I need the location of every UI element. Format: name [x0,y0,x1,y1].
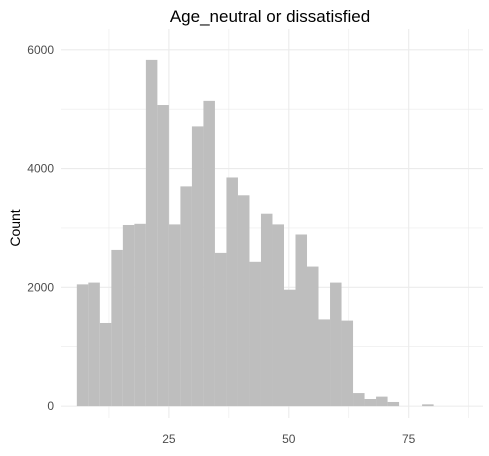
histogram-bar [168,224,181,407]
histogram-bar [260,213,273,407]
histogram-bar [76,284,89,407]
histogram-bar [422,404,434,407]
histogram-bar [283,289,296,407]
histogram-bar [364,398,377,407]
histogram-bars [76,59,434,407]
y-axis-label: Count [7,209,23,246]
histogram-bar [111,249,123,407]
x-tick-label: 25 [162,432,176,446]
histogram-bar [272,224,284,407]
histogram-bar [203,100,215,407]
x-tick-label: 75 [402,432,416,446]
histogram-bar [134,223,146,407]
y-tick-label: 4000 [27,162,54,176]
histogram-bar [88,282,100,407]
y-tick-label: 2000 [27,280,54,294]
x-axis-tick-labels: 25 50 75 [162,432,415,446]
histogram-bar [353,393,365,407]
histogram-bar [122,224,135,407]
histogram-bar [341,320,354,407]
histogram-bar [376,396,388,407]
histogram-bar [330,282,342,407]
histogram-bar [191,126,204,407]
y-axis-tick-labels: 0 2000 4000 6000 [27,43,54,413]
histogram-bar [145,59,158,407]
histogram-bar [226,177,238,407]
histogram-bar [318,319,331,407]
histogram-bar [214,252,227,407]
histogram-bar [249,261,261,407]
x-tick-label: 50 [282,432,296,446]
y-tick-label: 6000 [27,43,54,57]
histogram-bar [180,186,192,407]
histogram-bar [99,322,112,407]
histogram-bar [387,401,400,407]
histogram-bar [295,234,308,407]
histogram-bar [157,105,169,407]
y-tick-label: 0 [47,399,54,413]
histogram-bar [237,195,250,407]
histogram-bar [307,266,319,407]
chart-title: Age_neutral or dissatisfied [170,7,370,26]
